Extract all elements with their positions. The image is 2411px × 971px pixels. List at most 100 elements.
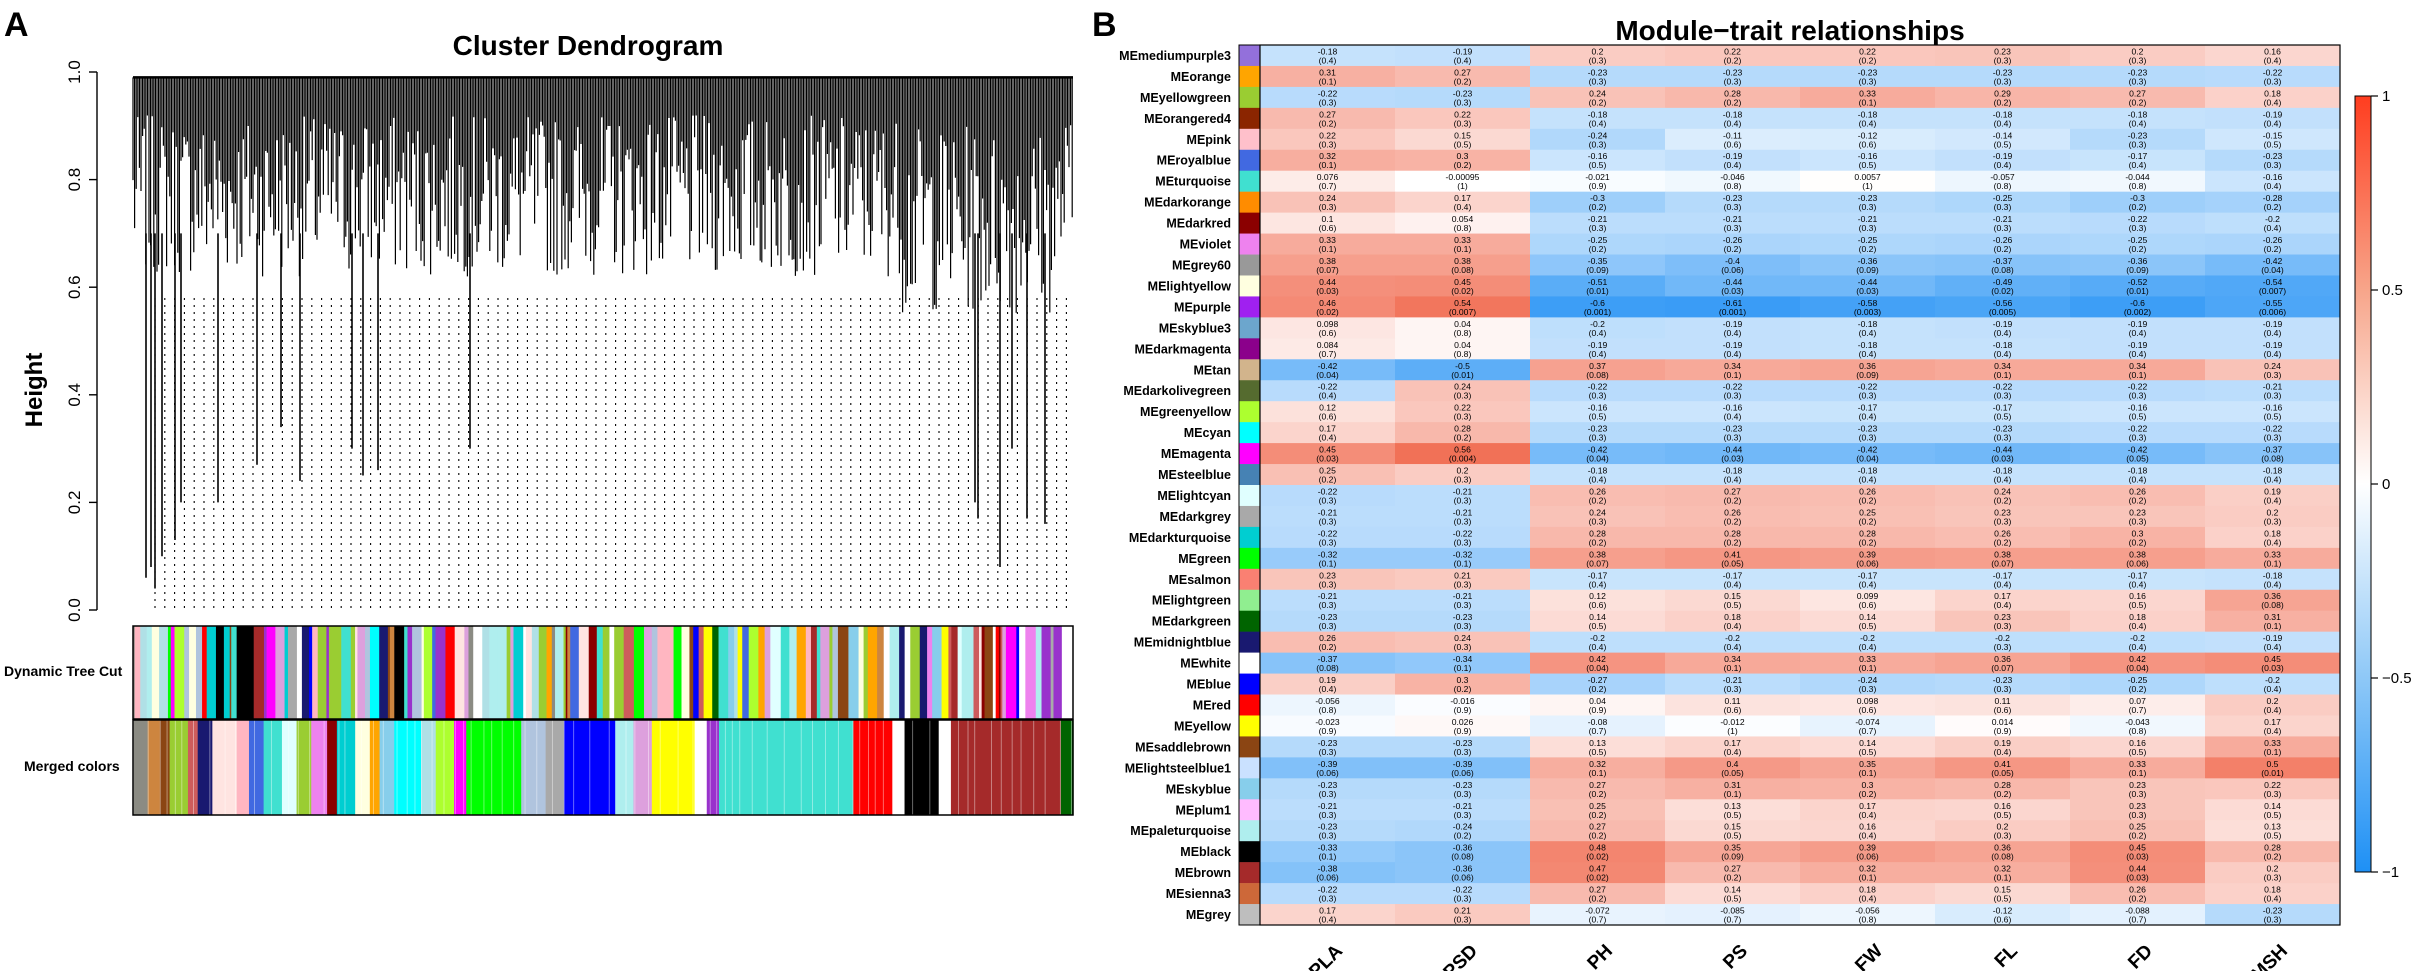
cell-correlation: 0.22 [1454, 109, 1471, 119]
merged-stripe [323, 720, 325, 815]
cell-pvalue: (0.09) [2126, 265, 2149, 275]
cell-correlation: 0.46 [1319, 298, 1336, 308]
cell-correlation: -0.3 [1590, 193, 1605, 203]
merged-color-block [563, 720, 616, 815]
dynamic-color-stripe [146, 626, 153, 719]
cell-correlation: -0.54 [2263, 277, 2283, 287]
heatmap-cell [1260, 862, 1396, 884]
cell-pvalue: (0.2) [1724, 97, 1742, 107]
cell-correlation: 0.12 [1589, 591, 1606, 601]
cell-pvalue: (0.06) [1316, 768, 1339, 778]
dynamic-color-stripe [657, 626, 667, 719]
cell-correlation: 0.084 [1317, 340, 1339, 350]
dynamic-color-stripe [877, 626, 885, 719]
heatmap-cell [1530, 904, 1666, 926]
heatmap-cell [2205, 547, 2341, 570]
cell-correlation: 0.27 [1589, 780, 1606, 790]
dynamic-color-stripe [174, 626, 185, 719]
cell-correlation: 0.098 [1317, 319, 1339, 329]
cell-pvalue: (0.2) [1859, 495, 1877, 505]
cell-pvalue: (0.2) [1589, 202, 1607, 212]
trait-label: MSH [2247, 941, 2292, 971]
dynamic-color-stripe [588, 626, 598, 719]
merged-stripe [551, 720, 553, 815]
merged-stripe [174, 720, 176, 815]
cell-correlation: 0.48 [1589, 843, 1606, 853]
dynamic-color-stripe [243, 626, 255, 719]
module-label: MEsteelblue [1158, 468, 1231, 482]
height-axis: 0.0 0.2 0.4 0.6 0.8 1.0 [65, 60, 98, 622]
heatmap-cell [2205, 715, 2341, 737]
heatmap-cell [1395, 631, 1531, 654]
heatmap-cell [1800, 778, 1936, 800]
cell-pvalue: (0.09) [1856, 370, 1879, 380]
cell-correlation: -0.49 [1993, 277, 2013, 287]
cell-correlation: -0.17 [1993, 403, 2013, 413]
cell-pvalue: (0.4) [2264, 726, 2282, 736]
cell-pvalue: (0.3) [1589, 433, 1607, 443]
module-swatch [1239, 170, 1260, 192]
module-label: MEmagenta [1161, 447, 1232, 461]
dynamic-color-stripe [1025, 626, 1037, 719]
cell-correlation: 0.098 [1857, 696, 1879, 706]
cell-pvalue: (0.3) [1994, 621, 2012, 631]
module-swatch [1239, 485, 1260, 507]
cell-pvalue: (0.4) [2264, 495, 2282, 505]
heatmap-cell [1395, 673, 1531, 695]
cell-correlation: 0.17 [1454, 193, 1471, 203]
cell-pvalue: (0.5) [2264, 412, 2282, 422]
trait-label: PLA [1305, 940, 1347, 971]
module-label: MEyellow [1174, 719, 1231, 733]
merged-stripe [501, 720, 503, 815]
cell-correlation: -0.22 [2128, 382, 2148, 392]
module-label: MEroyalblue [1157, 154, 1231, 168]
merged-color-block [379, 720, 395, 815]
cell-pvalue: (0.007) [1449, 307, 1476, 317]
cell-pvalue: (0.3) [1589, 55, 1607, 65]
cell-pvalue: (0.4) [1859, 328, 1877, 338]
cell-pvalue: (0.06) [1856, 558, 1879, 568]
heatmap-cell [2070, 212, 2206, 234]
dynamic-color-stripe [567, 626, 571, 719]
dynamic-color-stripe [883, 626, 891, 719]
heatmap-cell [2205, 652, 2341, 674]
dynamic-color-stripe [820, 626, 830, 719]
module-swatch [1239, 547, 1260, 570]
merged-color-block [197, 720, 213, 815]
cell-pvalue: (0.4) [1724, 579, 1742, 589]
cell-correlation: -0.18 [2263, 570, 2283, 580]
dynamic-color-stripe [596, 626, 604, 719]
heatmap-cell [2205, 275, 2341, 297]
dynamic-color-stripe [236, 626, 245, 719]
module-label: MElightcyan [1157, 489, 1231, 503]
cell-pvalue: (0.001) [1719, 307, 1746, 317]
cell-pvalue: (0.8) [2129, 726, 2147, 736]
heatmap-cell [1800, 673, 1936, 695]
cell-pvalue: (0.8) [1859, 915, 1877, 925]
heatmap-cell [2070, 338, 2206, 360]
module-label: MEdarkred [1166, 217, 1231, 231]
heatmap-cell [1800, 610, 1936, 633]
cell-correlation: -0.24 [1858, 675, 1878, 685]
dynamic-color-stripe [1041, 626, 1052, 719]
cell-pvalue: (0.3) [1319, 810, 1337, 820]
merged-color-block [615, 720, 635, 815]
cell-correlation: 0.42 [1589, 654, 1606, 664]
cell-pvalue: (0.4) [1859, 894, 1877, 904]
heatmap-cell [1800, 45, 1936, 67]
cell-correlation: 0.16 [1994, 801, 2011, 811]
cell-pvalue: (0.2) [1454, 76, 1472, 86]
cell-pvalue: (0.2) [1724, 537, 1742, 547]
merged-stripe [166, 720, 168, 815]
cell-correlation: -0.2 [2130, 633, 2145, 643]
cell-pvalue: (0.2) [2129, 244, 2147, 254]
heatmap-cell [2205, 485, 2341, 507]
cell-pvalue: (0.9) [1454, 726, 1472, 736]
dynamic-color-stripe [133, 626, 136, 719]
heatmap-cell [1665, 191, 1801, 214]
cell-pvalue: (0.1) [1859, 768, 1877, 778]
cell-correlation: -0.36 [1453, 843, 1473, 853]
heatmap-cell [2205, 45, 2341, 67]
cell-pvalue: (0.9) [1589, 181, 1607, 191]
